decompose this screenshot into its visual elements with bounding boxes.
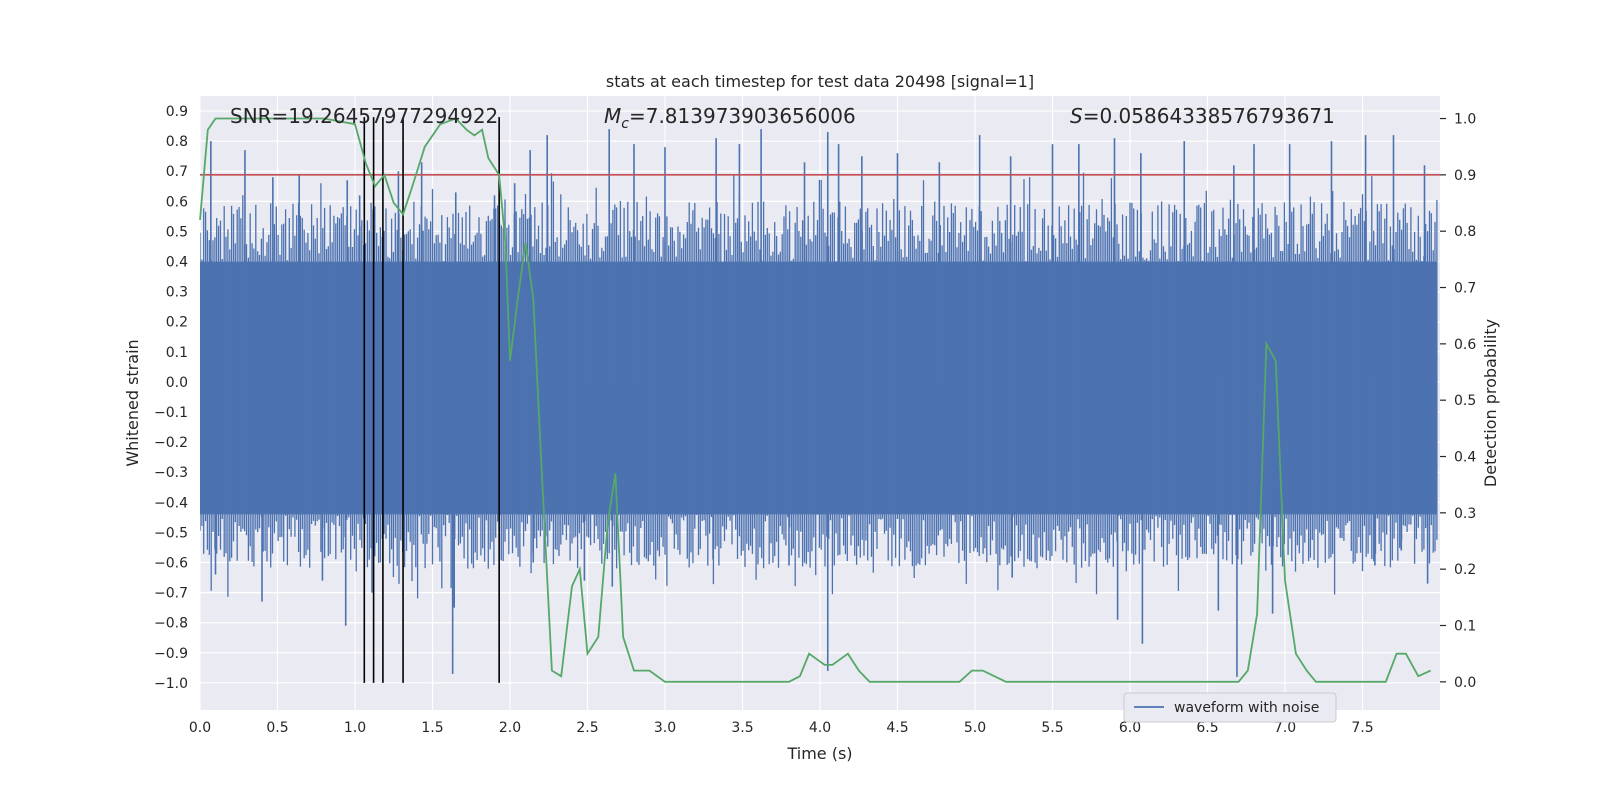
spin-annotation: S=0.05864338576793671: [1070, 104, 1335, 128]
y-tick-label: 0.8: [166, 134, 188, 150]
y-tick-label: 0.6: [166, 194, 188, 210]
y2-tick-label: 0.3: [1454, 506, 1476, 522]
y2-tick-label: 1.0: [1454, 112, 1476, 128]
legend-label: waveform with noise: [1174, 700, 1319, 716]
chirp-mass-annotation: Mc=7.813973903656006: [604, 104, 856, 132]
y-tick-label: 0.3: [166, 285, 188, 301]
y2-tick-label: 0.9: [1454, 168, 1476, 184]
x-tick-label: 3.0: [654, 720, 676, 736]
y-tick-label: 0.2: [166, 315, 188, 331]
waveform-series: [200, 129, 1438, 677]
snr-annotation: SNR=19.26457977294922: [230, 104, 498, 128]
spin-symbol: S: [1070, 104, 1083, 128]
y-tick-label: 0.9: [166, 104, 188, 120]
probability-layer: [199, 117, 1432, 683]
x-tick-label: 5.0: [964, 720, 986, 736]
chart-title: stats at each timestep for test data 204…: [606, 72, 1034, 91]
x-tick-label: 7.5: [1351, 720, 1373, 736]
x-tick-label: 2.5: [576, 720, 598, 736]
y2-tick-label: 0.8: [1454, 224, 1476, 240]
spin-value: =0.05864338576793671: [1083, 104, 1335, 128]
y2-axis-label: Detection probability: [1481, 319, 1500, 487]
y-tick-label: −0.9: [154, 646, 188, 662]
x-axis-label: Time (s): [786, 744, 852, 763]
y-tick-label: −1.0: [154, 676, 188, 692]
x-tick-label: 7.0: [1274, 720, 1296, 736]
x-tick-label: 4.5: [886, 720, 908, 736]
y-tick-label: −0.5: [154, 525, 188, 541]
x-tick-label: 4.0: [809, 720, 831, 736]
y2-tick-label: 0.1: [1454, 619, 1476, 635]
y-tick-label: −0.7: [154, 586, 188, 602]
legend: waveform with noise: [1123, 692, 1337, 723]
x-tick-label: 0.0: [189, 720, 211, 736]
y-tick-label: −0.2: [154, 435, 188, 451]
detection-probability-line: [199, 117, 1432, 683]
y2-tick-label: 0.5: [1454, 393, 1476, 409]
y2-tick-label: 0.7: [1454, 281, 1476, 297]
y-tick-label: 0.7: [166, 164, 188, 180]
y-tick-label: −0.6: [154, 556, 188, 572]
y2-ticks: 1.0 0.9 0.8 0.7 0.6 0.5 0.4 0.3 0.2 0.1 0.0: [1440, 112, 1476, 691]
x-tick-label: 5.5: [1041, 720, 1063, 736]
x-tick-label: 3.5: [731, 720, 753, 736]
x-tick-label: 0.5: [266, 720, 288, 736]
x-tick-label: 1.0: [344, 720, 366, 736]
y2-tick-label: 0.0: [1454, 675, 1476, 691]
y-tick-label: −0.4: [154, 495, 188, 511]
legend-box: [1123, 692, 1337, 723]
y-ticks: 0.9 0.8 0.7 0.6 0.5 0.4 0.3 0.2 0.1 0.0 −0.1 −0.2 −0…: [154, 104, 188, 692]
event-lines: [363, 117, 500, 683]
chirp-mass-value: =7.813973903656006: [629, 104, 856, 128]
x-ticks: 0.0 0.5 1.0 1.5 2.0 2.5 3.0 3.5 4.0 4.5 5.0 5.5 6.0 6…: [189, 720, 1374, 736]
y-tick-label: −0.8: [154, 616, 188, 632]
y-tick-label: 0.1: [166, 345, 188, 361]
y-tick-label: 0.5: [166, 224, 188, 240]
chirp-mass-symbol: M: [604, 104, 621, 128]
y-axis-label: Whitened strain: [123, 339, 142, 466]
y-tick-label: −0.1: [154, 405, 188, 421]
y-tick-label: 0.0: [166, 375, 188, 391]
y2-tick-label: 0.6: [1454, 337, 1476, 353]
y-tick-label: −0.3: [154, 465, 188, 481]
x-tick-label: 1.5: [421, 720, 443, 736]
y2-tick-label: 0.4: [1454, 450, 1476, 466]
chirp-mass-subscript: c: [621, 116, 629, 132]
x-tick-label: 6.0: [1119, 720, 1141, 736]
x-tick-label: 2.0: [499, 720, 521, 736]
y2-tick-label: 0.2: [1454, 562, 1476, 578]
x-tick-label: 6.5: [1196, 720, 1218, 736]
waveform-texture: [200, 172, 1438, 599]
y-tick-label: 0.4: [166, 255, 188, 271]
